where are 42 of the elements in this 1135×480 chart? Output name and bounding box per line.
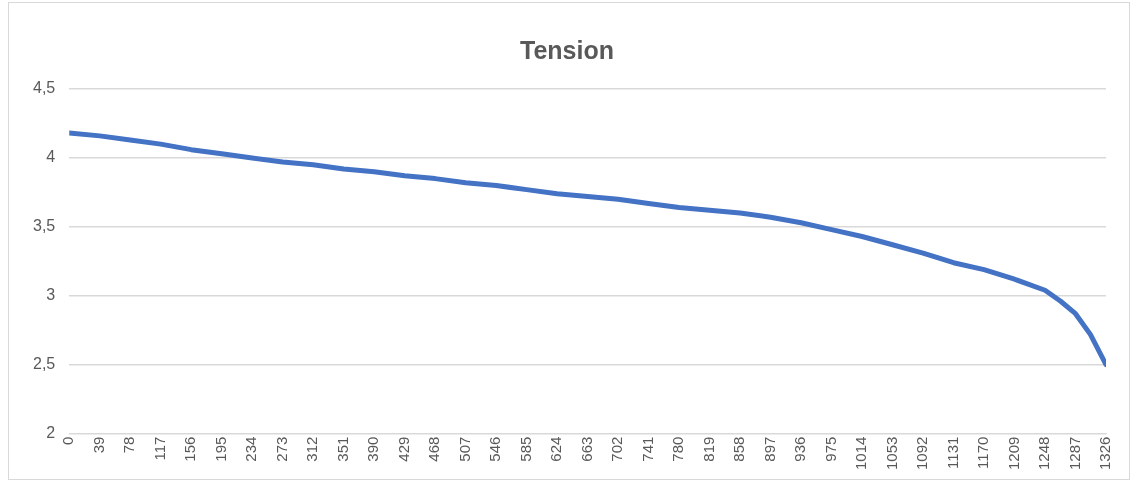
y-tick-label: 3	[46, 286, 56, 304]
x-tick-label: 1053	[882, 436, 900, 471]
x-tick-label: 1092	[913, 436, 931, 471]
x-tick-label: 1326	[1096, 436, 1114, 471]
x-tick-label: 39	[89, 436, 107, 454]
x-tick-label: 468	[425, 436, 443, 462]
x-tick-label: 1209	[1004, 436, 1022, 471]
x-tick-label: 624	[547, 436, 565, 462]
x-tick-label: 819	[699, 436, 717, 462]
x-tick-label: 741	[638, 436, 656, 462]
chart-title: Tension	[520, 35, 614, 64]
x-tick-label: 156	[181, 436, 199, 462]
x-tick-label: 858	[730, 436, 748, 462]
x-tick-label: 1170	[974, 436, 992, 469]
y-tick-label: 4	[46, 148, 56, 166]
y-tick-label: 4,5	[32, 79, 56, 97]
x-tick-label: 195	[211, 436, 229, 462]
x-tick-label: 897	[760, 436, 778, 462]
x-tick-label: 936	[791, 436, 809, 462]
x-tick-label: 273	[272, 436, 290, 462]
x-tick-label: 585	[516, 436, 534, 462]
x-tick-label: 312	[303, 436, 321, 462]
x-tick-label: 780	[669, 436, 687, 462]
x-tick-label: 78	[120, 436, 138, 454]
x-tick-label: 1131	[943, 436, 961, 469]
x-tick-label: 975	[821, 436, 839, 462]
x-tick-label: 1287	[1065, 436, 1083, 471]
x-tick-label: 390	[364, 436, 382, 462]
x-tick-label: 234	[242, 436, 260, 462]
x-tick-label: 351	[333, 436, 351, 462]
x-tick-label: 546	[486, 436, 504, 462]
x-tick-label: 1248	[1035, 436, 1053, 471]
y-tick-label: 3,5	[32, 217, 56, 235]
x-tick-label: 702	[608, 436, 626, 462]
x-tick-label: 1014	[852, 436, 870, 471]
y-tick-label: 2,5	[32, 355, 56, 373]
x-tick-label: 507	[455, 436, 473, 462]
x-tick-label: 117	[150, 436, 168, 461]
x-tick-label: 663	[577, 436, 595, 462]
x-tick-label: 0	[59, 436, 77, 445]
x-tick-label: 429	[394, 436, 412, 462]
y-tick-label: 2	[46, 424, 56, 442]
